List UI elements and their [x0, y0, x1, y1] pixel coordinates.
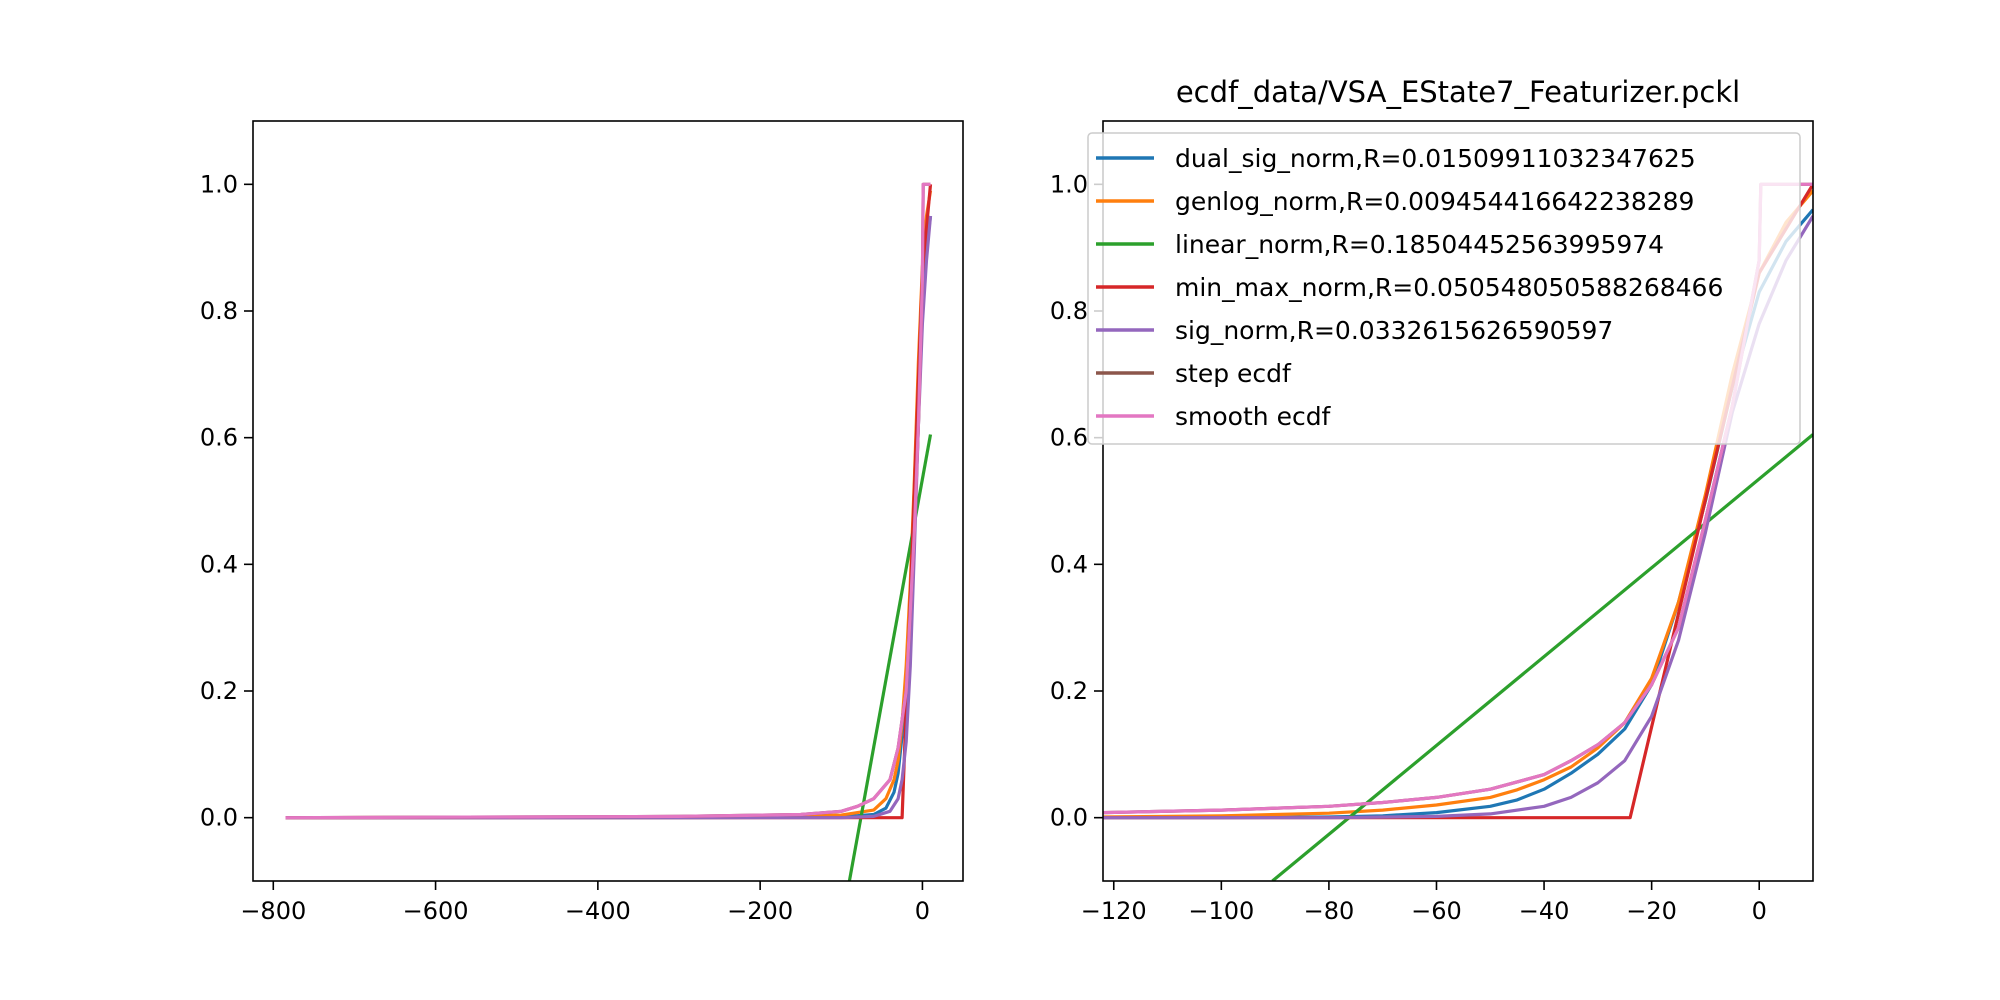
left-x-tick-label: −600 — [403, 897, 469, 925]
left-y-tick-label: 0.4 — [200, 550, 238, 578]
left-y-tick-label: 1.0 — [200, 170, 238, 198]
right-y-tick-label: 0.8 — [1050, 297, 1088, 325]
right-axes-frame — [1102, 120, 1814, 882]
left-y-tick-label: 0.0 — [200, 804, 238, 832]
right-chart-title: ecdf_data/VSA_EState7_Featurizer.pckl — [1176, 75, 1740, 109]
left-series-line-7 — [285, 182, 931, 820]
right-y-tick-label: 0.4 — [1050, 550, 1088, 578]
left-x-tick-label: −800 — [240, 897, 306, 925]
left-y-tick-label: 0.6 — [200, 424, 238, 452]
left-subplot: −800 −600 −400 −200 0 0.0 0.2 0.4 0.6 0.8 1.0 — [200, 120, 964, 925]
left-y-tick-label: 0.2 — [200, 677, 238, 705]
left-x-tick-label: −200 — [727, 897, 793, 925]
right-series-line-linear-norm — [1271, 433, 1813, 881]
legend-label-smooth-ecdf: smooth ecdf — [1175, 402, 1332, 431]
right-x-tick-label: −60 — [1411, 897, 1462, 925]
left-series-group — [285, 182, 933, 881]
right-y-tick-label: 0.6 — [1050, 424, 1088, 452]
left-axes-frame — [252, 120, 964, 882]
right-x-tick-label: −80 — [1304, 897, 1355, 925]
legend-label-sig-norm: sig_norm,R=0.0332615626590597 — [1175, 316, 1613, 345]
legend-box — [1087, 132, 1801, 445]
right-x-tick-label: −100 — [1188, 897, 1254, 925]
right-x-tick-label: −20 — [1626, 897, 1677, 925]
left-axis-ticks: −800 −600 −400 −200 0 0.0 0.2 0.4 0.6 0.8 1.0 — [200, 170, 930, 925]
legend-label-step-ecdf: step ecdf — [1175, 359, 1292, 388]
legend: dual_sig_norm,R=0.01509911032347625 genl… — [1087, 132, 1801, 445]
legend-label-linear-norm: linear_norm,R=0.18504452563995974 — [1175, 230, 1664, 259]
right-axis-ticks: −120 −100 −80 −60 −40 −20 0 0.0 0.2 0.4 0.6 0.8 1.0 — [1050, 170, 1767, 925]
right-y-tick-label: 0.2 — [1050, 677, 1088, 705]
right-x-tick-label: −40 — [1519, 897, 1570, 925]
left-y-tick-label: 0.8 — [200, 297, 238, 325]
right-x-tick-label: −120 — [1081, 897, 1147, 925]
legend-label-dual-sig-norm: dual_sig_norm,R=0.01509911032347625 — [1175, 144, 1696, 173]
left-x-tick-label: −400 — [565, 897, 631, 925]
right-y-tick-label: 0.0 — [1050, 804, 1088, 832]
left-x-tick-label: 0 — [915, 897, 930, 925]
legend-label-min-max-norm: min_max_norm,R=0.050548050588268466 — [1175, 273, 1723, 302]
right-x-tick-label: 0 — [1752, 897, 1767, 925]
legend-label-genlog-norm: genlog_norm,R=0.009454416642238289 — [1175, 187, 1694, 216]
right-y-tick-label: 1.0 — [1050, 170, 1088, 198]
right-subplot: ecdf_data/VSA_EState7_Featurizer.pckl −1… — [1050, 75, 1814, 925]
